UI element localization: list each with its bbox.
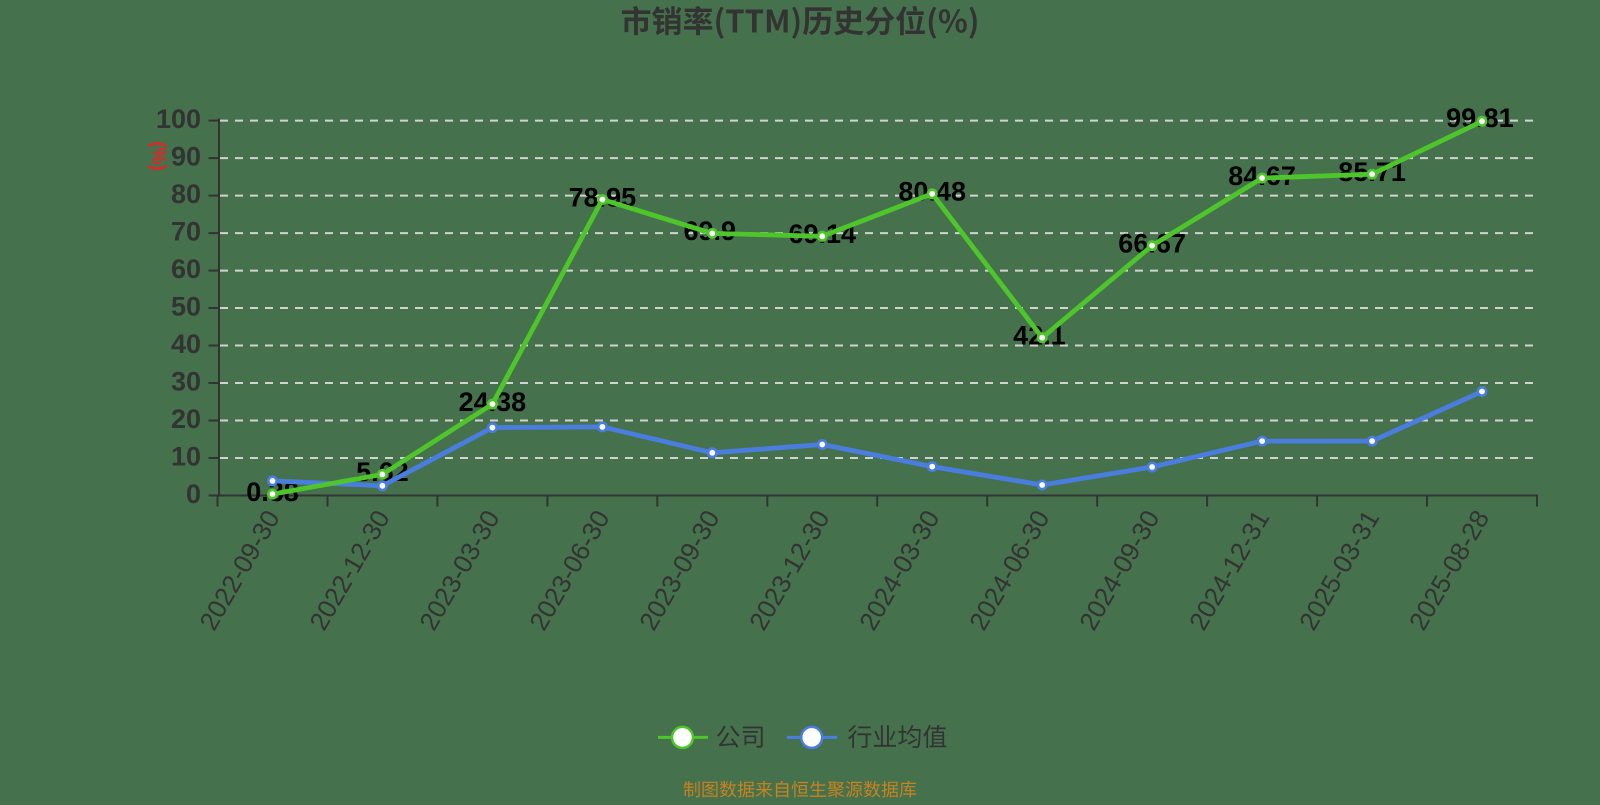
svg-text:60: 60	[171, 254, 201, 284]
svg-text:30: 30	[171, 366, 201, 396]
svg-text:50: 50	[171, 291, 201, 321]
svg-text:100: 100	[156, 104, 201, 134]
svg-text:(%): (%)	[148, 141, 169, 171]
svg-text:0: 0	[186, 479, 201, 509]
svg-text:40: 40	[171, 329, 201, 359]
svg-text:80: 80	[171, 179, 201, 209]
svg-text:20: 20	[171, 404, 201, 434]
svg-text:90: 90	[171, 141, 201, 171]
svg-text:10: 10	[171, 441, 201, 471]
svg-text:70: 70	[171, 216, 201, 246]
